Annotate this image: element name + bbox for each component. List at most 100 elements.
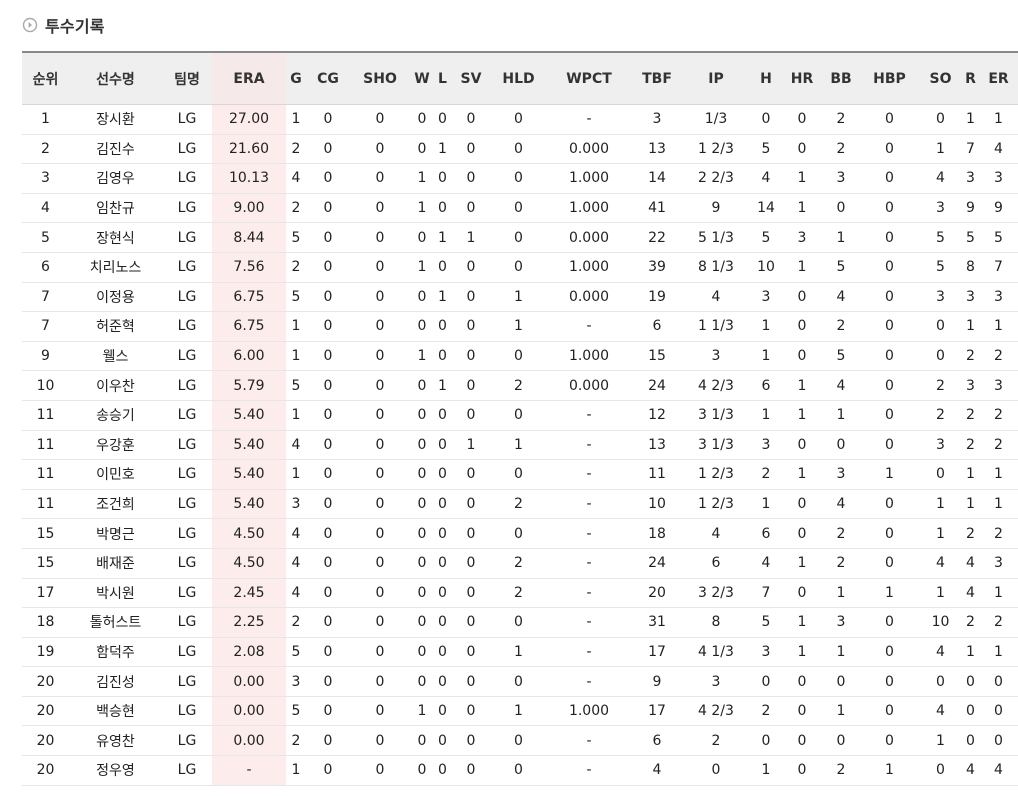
- cell-er: 1: [979, 104, 1018, 135]
- column-header-순위[interactable]: 순위: [22, 52, 69, 105]
- cell-wpct: 0.000: [546, 282, 632, 313]
- column-header-sho[interactable]: SHO: [350, 52, 410, 105]
- cell-cg: 0: [306, 370, 350, 401]
- cell-h: 1: [750, 755, 782, 786]
- cell-sho: 0: [350, 459, 410, 490]
- cell-sv: 0: [451, 637, 491, 668]
- cell-sho: 0: [350, 311, 410, 342]
- cell-r: 2: [962, 400, 979, 431]
- cell-bb: 0: [822, 666, 860, 697]
- cell-hr: 1: [782, 370, 822, 401]
- cell-era: 9.00: [212, 193, 286, 224]
- cell-hld: 0: [491, 163, 546, 194]
- cell-hld: 0: [491, 755, 546, 786]
- cell-h: 1: [750, 311, 782, 342]
- cell-sv: 0: [451, 459, 491, 490]
- cell-g: 1: [286, 104, 306, 135]
- column-header-선수명[interactable]: 선수명: [69, 52, 162, 105]
- cell-tbf: 13: [632, 134, 682, 165]
- cell-g: 4: [286, 430, 306, 461]
- column-header-wpct[interactable]: WPCT: [546, 52, 632, 105]
- table-row: 18 톨허스트 LG 2.25 2 0 0 0 0 0 0-31 8 5 1 3 0 10 2 2: [22, 607, 1018, 638]
- cell-w: 1: [410, 341, 434, 372]
- cell-bb: 3: [822, 459, 860, 490]
- column-header-sv[interactable]: SV: [451, 52, 491, 105]
- cell-sv: 0: [451, 548, 491, 579]
- cell-hr: 0: [782, 518, 822, 549]
- cell-팀명: LG: [162, 755, 212, 786]
- column-header-l[interactable]: L: [434, 52, 451, 105]
- cell-tbf: 4: [632, 755, 682, 786]
- cell-wpct: -: [546, 311, 632, 342]
- column-header-g[interactable]: G: [286, 52, 306, 105]
- column-header-w[interactable]: W: [410, 52, 434, 105]
- table-row: 20 유영찬 LG 0.00 2 0 0 0 0 0 0-6 2 0 0 0 0 1 0 0: [22, 725, 1018, 757]
- column-header-so[interactable]: SO: [919, 52, 962, 105]
- table-row: 20 백승현 LG 0.00 5 0 0 1 0 0 1 1.000 17 4 2/3 2 0 1 0 4 0 0: [22, 696, 1018, 727]
- column-header-hbp[interactable]: HBP: [860, 52, 919, 105]
- cell-so: 10: [919, 607, 962, 638]
- column-header-hld[interactable]: HLD: [491, 52, 546, 105]
- cell-h: 0: [750, 104, 782, 135]
- cell-so: 4: [919, 163, 962, 194]
- cell-era: 4.50: [212, 548, 286, 579]
- column-header-tbf[interactable]: TBF: [632, 52, 682, 105]
- cell-tbf: 6: [632, 311, 682, 342]
- cell-sv: 0: [451, 489, 491, 520]
- column-header-bb[interactable]: BB: [822, 52, 860, 105]
- cell-sv: 0: [451, 518, 491, 549]
- cell-hr: 0: [782, 725, 822, 757]
- cell-hld: 0: [491, 252, 546, 283]
- cell-h: 10: [750, 252, 782, 283]
- column-header-r[interactable]: R: [962, 52, 979, 105]
- cell-era: 2.25: [212, 607, 286, 638]
- cell-r: 1: [962, 311, 979, 342]
- cell-sho: 0: [350, 222, 410, 253]
- cell-wpct: 1.000: [546, 696, 632, 727]
- cell-l: 1: [434, 370, 451, 401]
- cell-so: 0: [919, 459, 962, 490]
- cell-hld: 1: [491, 696, 546, 727]
- cell-r: 0: [962, 725, 979, 757]
- cell-l: 1: [434, 282, 451, 313]
- cell-팀명: LG: [162, 459, 212, 490]
- column-header-hr[interactable]: HR: [782, 52, 822, 105]
- cell-g: 4: [286, 518, 306, 549]
- cell-r: 2: [962, 341, 979, 372]
- cell-er: 3: [979, 282, 1018, 313]
- column-header-era[interactable]: ERA: [212, 52, 286, 105]
- cell-ip: 3 1/3: [682, 400, 750, 431]
- cell-선수명: 함덕주: [69, 637, 162, 668]
- cell-r: 1: [962, 104, 979, 135]
- circle-arrow-icon: [22, 17, 38, 33]
- table-row: 3 김영우 LG 10.13 4 0 0 1 0 0 0 1.000 14 2 2/3 4 1 3 0 4 3 3: [22, 163, 1018, 194]
- cell-sho: 0: [350, 400, 410, 431]
- cell-hld: 0: [491, 104, 546, 135]
- cell-cg: 0: [306, 548, 350, 579]
- cell-hbp: 0: [860, 311, 919, 342]
- cell-ip: 8: [682, 607, 750, 638]
- cell-cg: 0: [306, 282, 350, 313]
- column-header-er[interactable]: ER: [979, 52, 1018, 105]
- cell-선수명: 웰스: [69, 341, 162, 372]
- cell-bb: 0: [822, 430, 860, 461]
- cell-l: 0: [434, 311, 451, 342]
- cell-hr: 1: [782, 548, 822, 579]
- cell-hbp: 0: [860, 696, 919, 727]
- cell-tbf: 20: [632, 578, 682, 609]
- column-header-h[interactable]: H: [750, 52, 782, 105]
- column-header-팀명[interactable]: 팀명: [162, 52, 212, 105]
- cell-w: 0: [410, 459, 434, 490]
- cell-era: 10.13: [212, 163, 286, 194]
- cell-hbp: 0: [860, 222, 919, 253]
- cell-g: 2: [286, 252, 306, 283]
- column-header-ip[interactable]: IP: [682, 52, 750, 105]
- cell-hbp: 0: [860, 252, 919, 283]
- cell-tbf: 18: [632, 518, 682, 549]
- cell-tbf: 9: [632, 666, 682, 697]
- column-header-cg[interactable]: CG: [306, 52, 350, 105]
- cell-sv: 0: [451, 370, 491, 401]
- cell-hbp: 0: [860, 489, 919, 520]
- cell-hbp: 0: [860, 666, 919, 697]
- cell-era: 6.75: [212, 311, 286, 342]
